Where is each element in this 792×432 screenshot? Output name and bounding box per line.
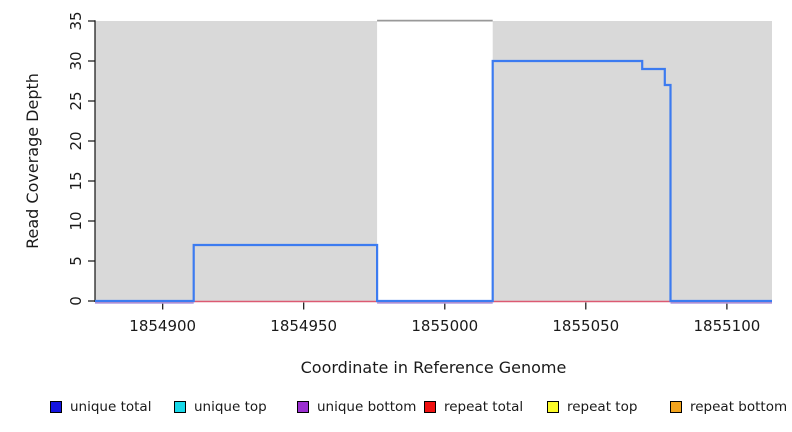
legend-swatch-icon: [50, 401, 62, 413]
x-axis-tick-label: 1855000: [411, 317, 478, 335]
y-axis-tick-label: 25: [67, 91, 85, 110]
legend-swatch-icon: [670, 401, 682, 413]
y-axis-tick-label: 10: [67, 211, 85, 230]
legend-item-unique-top: unique top: [174, 396, 267, 418]
legend-swatch-icon: [547, 401, 559, 413]
coverage-plot-area: 0 5 10 15 20 25 30 35 1854900 1854950 1855000 18550…: [23, 11, 772, 335]
legend-item-label: repeat bottom: [690, 399, 788, 415]
y-axis-tick-label: 15: [67, 171, 85, 190]
legend-item-repeat-bottom: repeat bottom: [670, 396, 787, 418]
legend-item-unique-total: unique total: [50, 396, 151, 418]
x-axis-title: Coordinate in Reference Genome: [300, 358, 567, 377]
unique-total-line: [95, 59, 772, 303]
y-axis-tick-label: 5: [67, 256, 85, 266]
unique-region-shade: [95, 21, 378, 301]
legend-item-label: repeat total: [444, 399, 524, 415]
legend-item-repeat-top: repeat top: [547, 396, 637, 418]
x-axis-tick-label: 1855100: [693, 317, 760, 335]
plot-svg: 0 5 10 15 20 25 30 35 1854900 1854950 1855000 18550…: [23, 11, 772, 335]
y-axis-tick-label: 30: [67, 51, 85, 70]
x-axis-tick-label: 1855050: [552, 317, 619, 335]
legend-item-repeat-total: repeat total: [424, 396, 523, 418]
y-axis-title: Read Coverage Depth: [23, 73, 42, 249]
legend-item-unique-bottom: unique bottom: [297, 396, 416, 418]
x-axis-tick-label: 1854950: [270, 317, 337, 335]
y-axis-tick-label: 20: [67, 131, 85, 150]
legend: unique total unique top unique bottom repea…: [0, 396, 792, 420]
unique-region-shade: [492, 21, 772, 301]
legend-item-label: unique top: [194, 399, 267, 415]
legend-swatch-icon: [297, 401, 309, 413]
legend-swatch-icon: [174, 401, 186, 413]
y-axis-tick-label: 35: [67, 11, 85, 30]
legend-swatch-icon: [424, 401, 436, 413]
y-axis-tick-label: 0: [67, 296, 85, 306]
legend-item-label: unique total: [70, 399, 152, 415]
legend-item-label: unique bottom: [317, 399, 417, 415]
x-axis-tick-label: 1854900: [129, 317, 196, 335]
legend-item-label: repeat top: [567, 399, 638, 415]
